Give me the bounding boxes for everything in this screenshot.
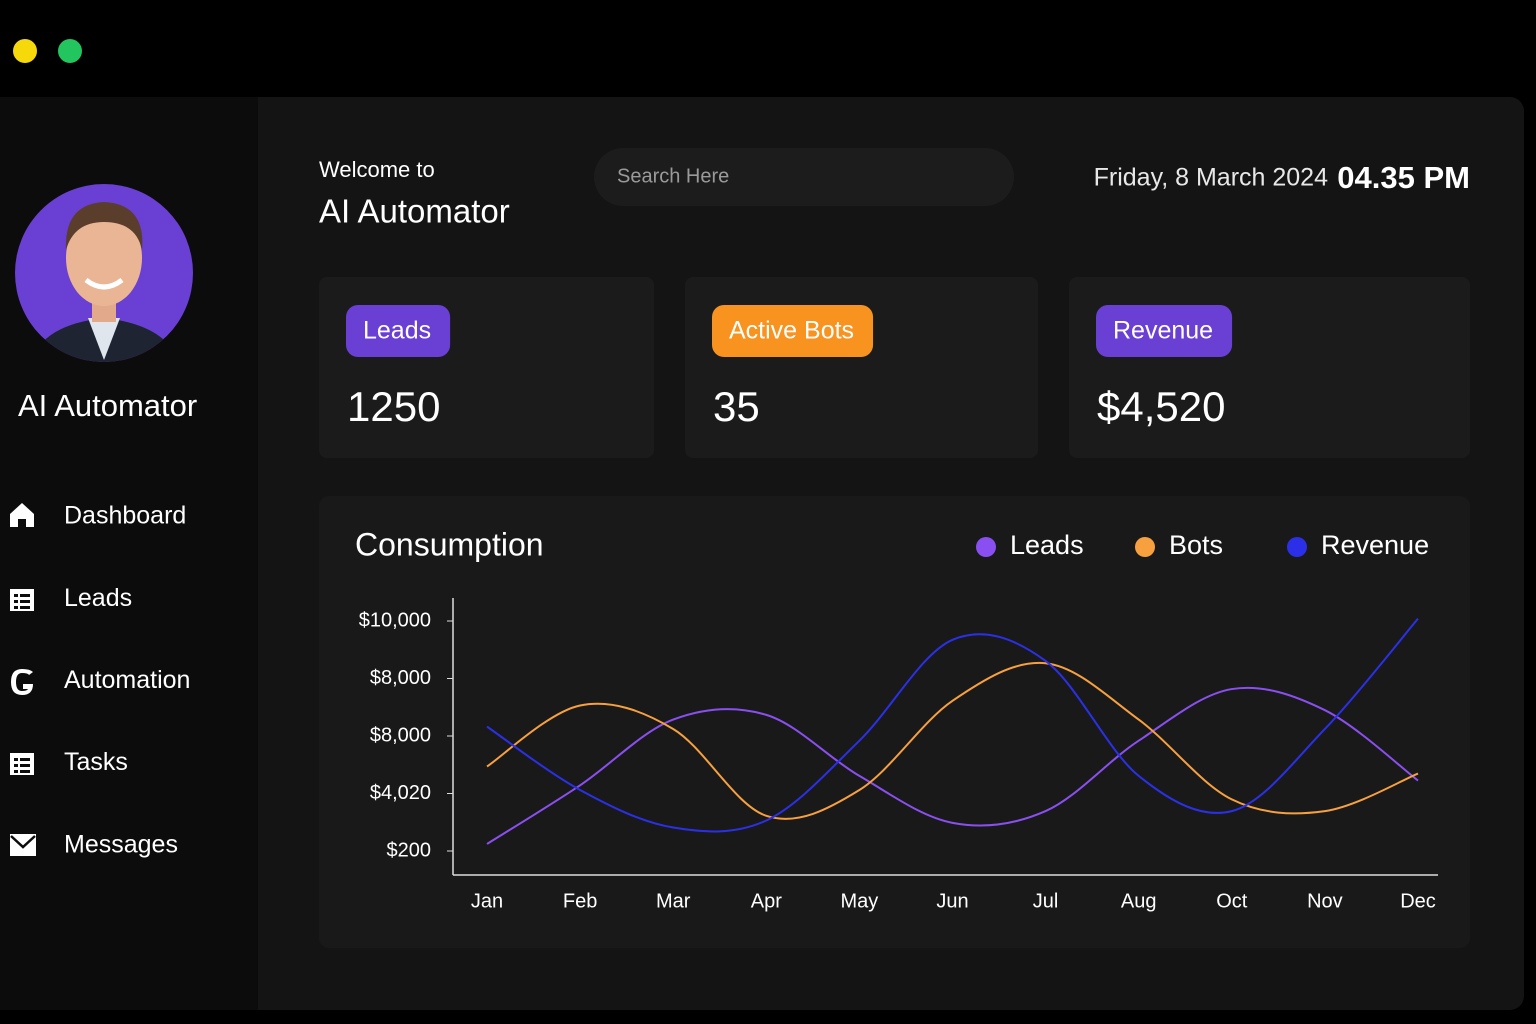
chart-title: Consumption [355, 526, 544, 562]
nav-item[interactable]: Tasks [64, 748, 128, 776]
chart: $10,000 $8,000 $8,000 $4,020 $200 Jan Feb Mar Ap… [359, 530, 1436, 912]
stat-card [685, 277, 1038, 458]
nav-icon[interactable] [10, 503, 34, 527]
stat-label: Active Bots [729, 317, 854, 345]
nav-icon[interactable] [10, 589, 34, 611]
nav-item[interactable]: Messages [64, 830, 178, 858]
x-tick-label: Jan [471, 890, 503, 912]
legend-dot [1287, 537, 1307, 557]
legend-label: Leads [1010, 530, 1084, 560]
x-tick-label: Oct [1216, 890, 1248, 912]
stat-label: Revenue [1113, 317, 1213, 345]
x-tick-label: May [841, 890, 879, 912]
stat-card [1069, 277, 1470, 458]
nav-icon-detail[interactable] [10, 835, 36, 849]
legend-dot [1135, 537, 1155, 557]
stat-badge [346, 305, 451, 357]
window-dot-green[interactable] [58, 39, 82, 63]
x-tick-label: Aug [1121, 890, 1157, 912]
stat-label: Leads [363, 317, 431, 345]
date: Friday, 8 March 2024 [1094, 164, 1328, 192]
stat-badge [1096, 305, 1233, 357]
x-tick-label: Jul [1033, 890, 1059, 912]
profile-name: AI Automator [18, 388, 197, 423]
x-tick-label: Apr [751, 890, 782, 912]
y-tick-label: $10,000 [359, 609, 431, 631]
chart-card [319, 496, 1470, 948]
window-dot-yellow[interactable] [13, 39, 37, 63]
nav-icon[interactable] [11, 669, 33, 695]
y-tick-label: $4,020 [370, 782, 431, 804]
x-tick-label: Dec [1400, 890, 1436, 912]
line-series [486, 661, 1419, 820]
legend-label: Revenue [1321, 530, 1429, 560]
x-tick-label: Mar [656, 890, 691, 912]
time: 04.35 PM [1337, 160, 1470, 195]
nav-icon[interactable] [10, 753, 34, 775]
x-tick-label: Jun [936, 890, 968, 912]
y-tick-label: $200 [387, 839, 432, 861]
legend-label: Bots [1169, 530, 1223, 560]
stat-badge [712, 305, 874, 357]
legend-dot [976, 537, 996, 557]
line-series [486, 686, 1419, 845]
nav-item[interactable]: Dashboard [64, 502, 186, 530]
nav-item[interactable]: Automation [64, 666, 190, 694]
x-tick-label: Feb [563, 890, 597, 912]
search-box[interactable] [594, 148, 1014, 206]
cards: Leads 1250 Active Bots 35 Revenue $4,520 [319, 277, 1470, 458]
y-tick-label: $8,000 [370, 667, 431, 689]
app-title: AI Automator [319, 193, 510, 230]
avatar [15, 184, 193, 362]
stat-value: 1250 [347, 383, 440, 430]
nav-item[interactable]: Leads [64, 584, 132, 612]
search-placeholder[interactable]: Search Here [617, 165, 729, 187]
nav: Dashboard Leads Automation Tasks Messages [10, 502, 190, 858]
stat-value: $4,520 [1097, 383, 1225, 430]
stat-card [319, 277, 654, 458]
line-series [486, 618, 1419, 833]
x-tick-label: Nov [1307, 890, 1343, 912]
y-tick-label: $8,000 [370, 724, 431, 746]
welcome-text: Welcome to [319, 157, 435, 182]
stat-value: 35 [713, 383, 760, 430]
